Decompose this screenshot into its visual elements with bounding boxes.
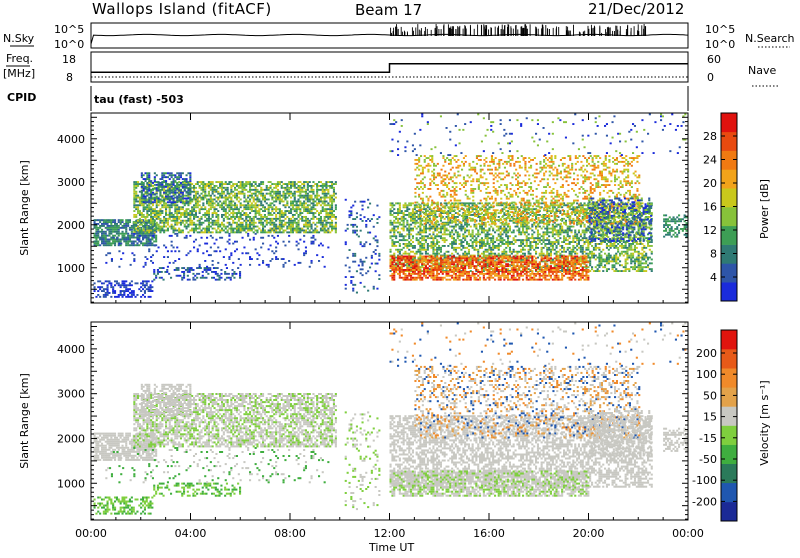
velocity-panel: 1000 2000 3000 4000 Slant Range [km] 200 100… bbox=[18, 320, 771, 521]
velocity-colorbar-tick: -200 bbox=[692, 495, 717, 508]
nave-tick-60: 60 bbox=[707, 53, 721, 66]
velocity-ylabel: Slant Range [km] bbox=[18, 373, 31, 469]
x-tick-label: 20:00 bbox=[573, 527, 605, 540]
nsearch-label: N.Search bbox=[745, 32, 795, 45]
power-colorbar-segment bbox=[721, 151, 737, 170]
velocity-colorbar-tick: -50 bbox=[699, 453, 717, 466]
x-tick-label: 16:00 bbox=[473, 527, 505, 540]
freq-tick-8: 8 bbox=[66, 71, 73, 84]
power-colorbar-tick: 8 bbox=[710, 248, 717, 261]
velocity-colorbar-tick: 200 bbox=[696, 347, 717, 360]
power-colorbar-segment bbox=[721, 263, 737, 282]
power-colorbar-segment bbox=[721, 113, 737, 132]
velocity-colorbar-segment bbox=[721, 483, 737, 502]
velocity-ytick-label: 1000 bbox=[57, 477, 85, 490]
power-colorbar-segment bbox=[721, 188, 737, 207]
freq-tick-18: 18 bbox=[62, 53, 76, 66]
velocity-colorbar-segment bbox=[721, 387, 737, 406]
velocity-colorbar-tick: -15 bbox=[699, 432, 717, 445]
date-title: 21/Dec/2012 bbox=[588, 0, 684, 18]
velocity-colorbar-segment bbox=[721, 426, 737, 445]
x-axis-title: Time UT bbox=[368, 541, 414, 554]
nave-label: Nave bbox=[748, 64, 776, 77]
velocity-colorbar-segment bbox=[721, 330, 737, 349]
power-colorbar-segment bbox=[721, 282, 737, 301]
cpid-value: tau (fast) -503 bbox=[94, 93, 184, 106]
velocity-colorbar-segment bbox=[721, 406, 737, 425]
nsky-label: N.Sky bbox=[3, 32, 35, 45]
power-colorbar-tick: 12 bbox=[703, 224, 717, 237]
velocity-colorbar-label: Velocity [m s⁻¹] bbox=[758, 380, 771, 465]
power-colorbar-tick: 4 bbox=[710, 271, 717, 284]
power-ytick-label: 4000 bbox=[57, 133, 85, 146]
power-colorbar-tick: 28 bbox=[703, 130, 717, 143]
velocity-colorbar-segment bbox=[721, 368, 737, 387]
power-colorbar-segment bbox=[721, 207, 737, 226]
beam-title: Beam 17 bbox=[355, 1, 422, 19]
x-tick-label: 00:00 bbox=[672, 527, 704, 540]
power-colorbar-label: Power [dB] bbox=[758, 179, 771, 239]
velocity-colorbar: 200 100 50 15 -15 -50 -100 -200 bbox=[692, 330, 737, 521]
noise-tick-top-left: 10^5 bbox=[54, 23, 84, 36]
x-tick-label: 04:00 bbox=[175, 527, 207, 540]
noise-panel: N.Sky 10^5 10^0 10^5 10^0 N.Search bbox=[3, 23, 795, 51]
cpid-label: CPID bbox=[7, 91, 36, 104]
nave-tick-0: 0 bbox=[707, 71, 714, 84]
power-colorbar-segment bbox=[721, 245, 737, 264]
velocity-colorbar-segment bbox=[721, 502, 737, 521]
freq-unit: [MHz] bbox=[3, 67, 35, 80]
x-tick-label: 12:00 bbox=[374, 527, 406, 540]
noise-tick-bottom-left: 10^0 bbox=[54, 38, 84, 51]
nsky-trace bbox=[91, 34, 688, 44]
velocity-colorbar-tick: -100 bbox=[692, 474, 717, 487]
power-ytick-label: 1000 bbox=[57, 262, 85, 275]
power-panel: 1000 2000 3000 4000 Slant Range [km] 4 8 12 16… bbox=[18, 112, 771, 304]
power-ylabel: Slant Range [km] bbox=[18, 160, 31, 256]
velocity-colorbar-tick: 100 bbox=[696, 368, 717, 381]
noise-tick-bottom-right: 10^0 bbox=[705, 38, 735, 51]
noise-tick-top-right: 10^5 bbox=[705, 23, 735, 36]
frequency-panel: Freq. [MHz] 18 8 60 0 Nave bbox=[3, 52, 778, 86]
power-colorbar-segment bbox=[721, 132, 737, 151]
power-colorbar-tick: 20 bbox=[703, 177, 717, 190]
velocity-ytick-label: 2000 bbox=[57, 432, 85, 445]
velocity-colorbar-segment bbox=[721, 445, 737, 464]
x-tick-label: 08:00 bbox=[274, 527, 306, 540]
power-colorbar-segment bbox=[721, 226, 737, 245]
velocity-ytick-label: 4000 bbox=[57, 343, 85, 356]
nsearch-trace bbox=[391, 24, 646, 36]
power-ytick-label: 3000 bbox=[57, 176, 85, 189]
velocity-ytick-label: 3000 bbox=[57, 388, 85, 401]
velocity-colorbar-tick: 15 bbox=[703, 411, 717, 424]
frequency-trace bbox=[91, 64, 688, 73]
power-ytick-label: 2000 bbox=[57, 219, 85, 232]
power-colorbar: 4 8 12 16 20 24 28 bbox=[703, 113, 737, 301]
power-colorbar-tick: 16 bbox=[703, 201, 717, 214]
power-colorbar-tick: 24 bbox=[703, 154, 717, 167]
station-title: Wallops Island (fitACF) bbox=[92, 0, 272, 18]
velocity-colorbar-segment bbox=[721, 349, 737, 368]
power-colorbar-segment bbox=[721, 169, 737, 188]
x-tick-label: 00:00 bbox=[75, 527, 107, 540]
velocity-colorbar-tick: 50 bbox=[703, 389, 717, 402]
freq-label: Freq. bbox=[6, 52, 33, 65]
